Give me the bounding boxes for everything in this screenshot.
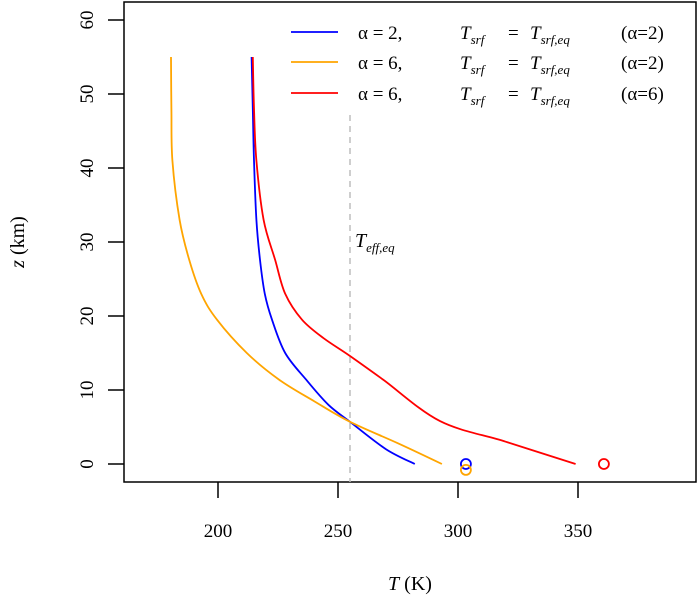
y-tick-label: 40	[77, 159, 98, 178]
series-line-2	[170, 56, 443, 465]
surface-temperature-marker	[459, 458, 472, 470]
y-tick-label: 30	[77, 233, 98, 252]
legend-label: Tsrf,eq	[530, 23, 570, 47]
y-tick-label: 0	[77, 459, 98, 469]
x-axis-label: T (K)	[388, 573, 432, 595]
y-tick-label: 60	[77, 11, 98, 30]
x-tick-label: 250	[324, 521, 353, 542]
x-tick-labels: 200 250 300 350	[204, 521, 593, 542]
legend-label: Tsrf,eq	[530, 84, 570, 108]
legend-label: (α=6)	[621, 84, 664, 105]
y-axis	[108, 19, 124, 465]
surface-temperature-marker	[459, 463, 472, 476]
legend-label: =	[508, 53, 519, 74]
y-tick-label: 10	[77, 381, 98, 400]
legend-label: =	[508, 23, 519, 44]
legend: α = 2, Tsrf = Tsrf,eq (α=2) α = 6, Tsrf = Tsrf,e…	[291, 23, 664, 108]
legend-label: α = 6,	[358, 53, 402, 74]
x-tick-label: 350	[564, 521, 593, 542]
legend-label: α = 2,	[358, 23, 402, 44]
legend-label: Tsrf	[460, 23, 487, 47]
surface-temperature-marker	[598, 458, 610, 470]
series-layer	[170, 56, 610, 476]
legend-label: α = 6,	[358, 84, 402, 105]
legend-label: Tsrf,eq	[530, 53, 570, 77]
legend-label: =	[508, 84, 519, 105]
legend-label: Tsrf	[460, 84, 487, 108]
x-axis	[217, 482, 579, 498]
y-tick-labels: 0 10 20 30 40 50 60	[77, 11, 98, 469]
series-line-3	[251, 56, 576, 465]
plot-frame	[123, 1, 697, 483]
legend-label: Tsrf	[460, 53, 487, 77]
y-axis-label: z (km)	[7, 216, 29, 269]
teff-annotation: Teff,eq	[355, 230, 395, 255]
y-tick-label: 50	[77, 85, 98, 104]
legend-label: (α=2)	[621, 23, 664, 44]
y-tick-label: 20	[77, 307, 98, 326]
legend-label: (α=2)	[621, 53, 664, 74]
x-tick-label: 200	[204, 521, 233, 542]
x-tick-label: 300	[444, 521, 473, 542]
